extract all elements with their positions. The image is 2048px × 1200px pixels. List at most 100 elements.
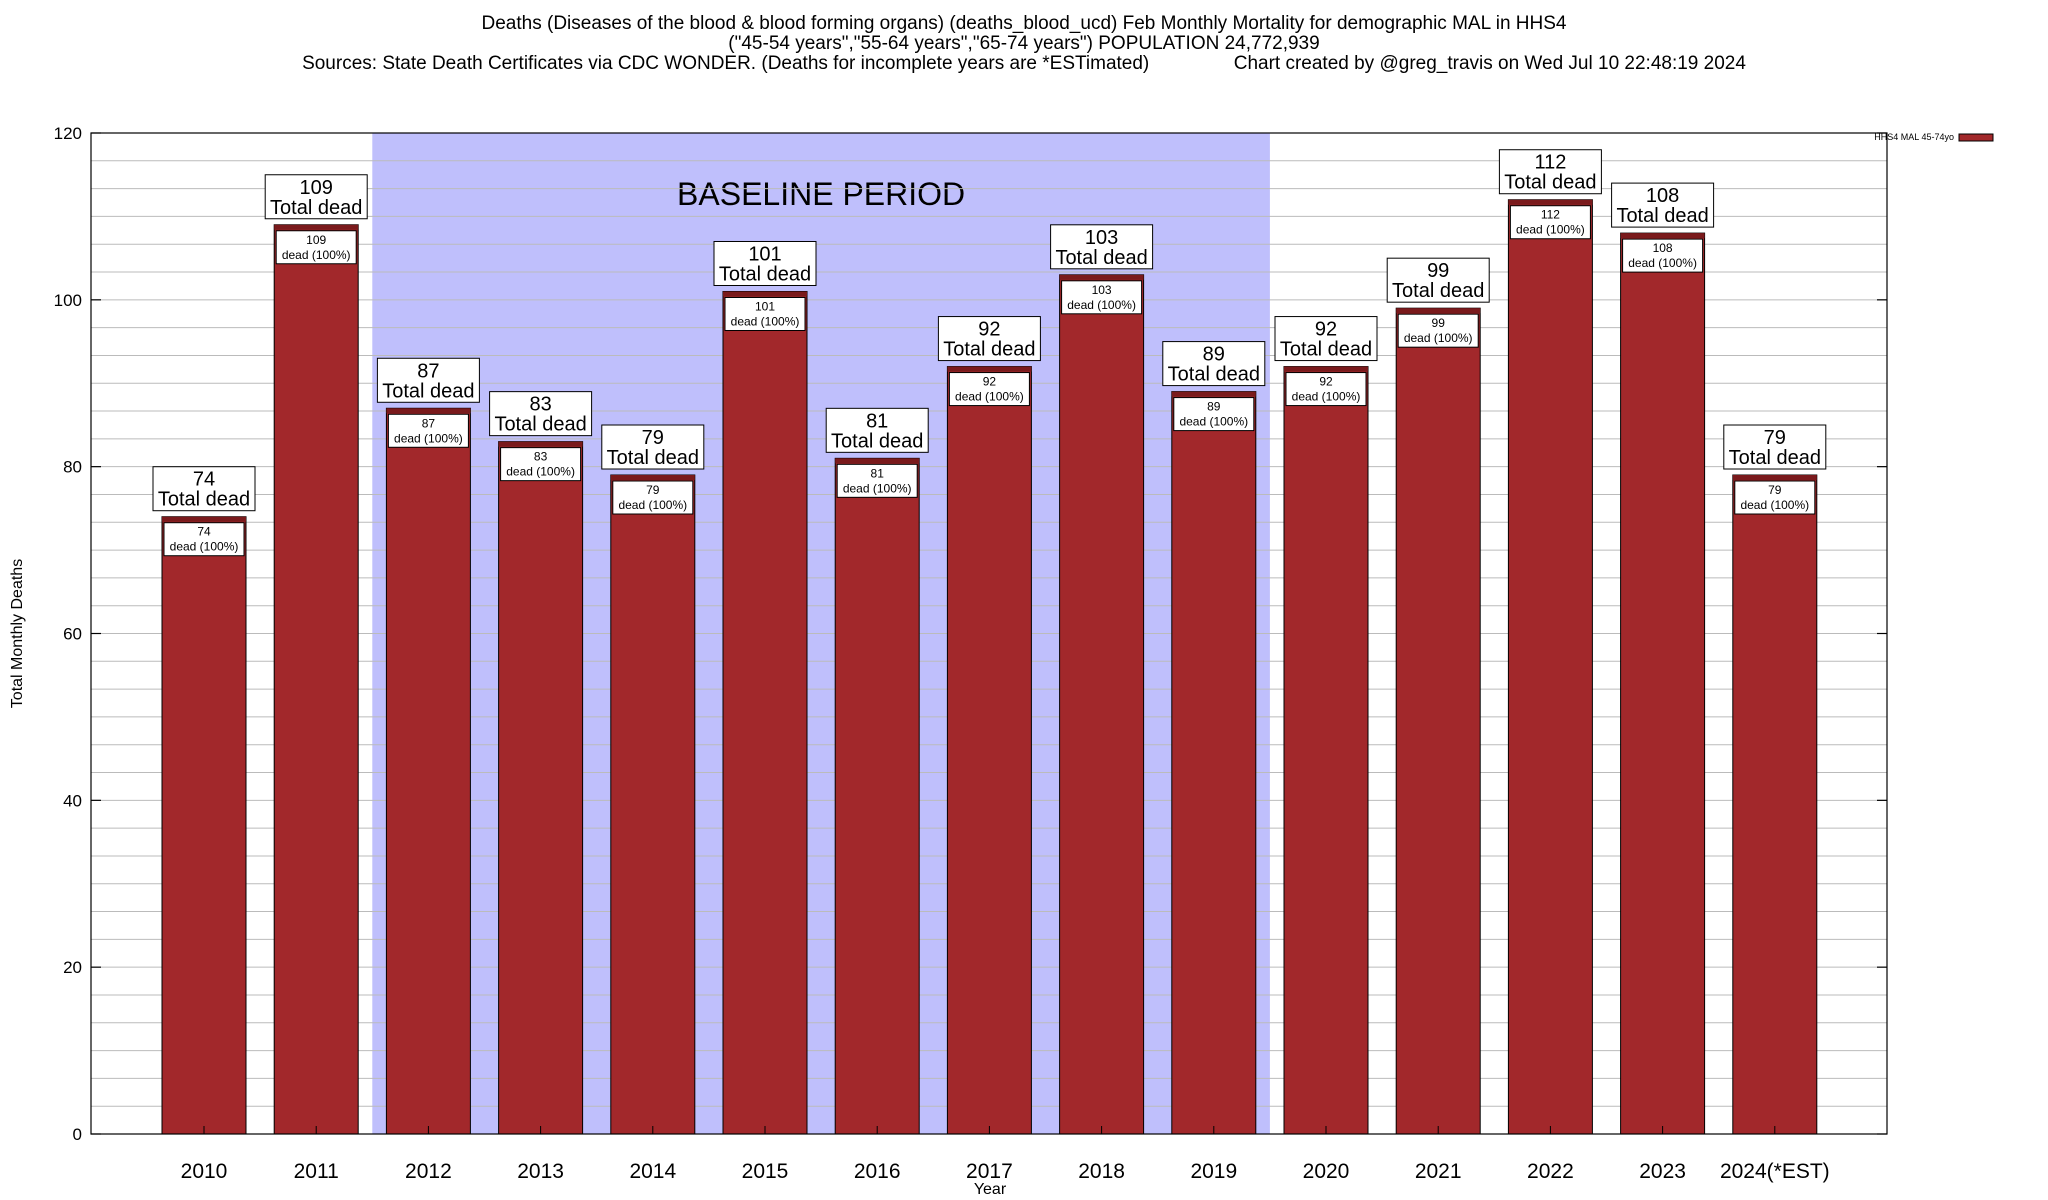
- bar-top-strip: [610, 475, 695, 481]
- inner-label-box: [948, 372, 1030, 407]
- inner-label-value: 79: [646, 483, 660, 497]
- bar: [385, 407, 471, 1135]
- total-label-text: Total dead: [1055, 247, 1147, 269]
- total-label-text: Total dead: [270, 197, 362, 219]
- title-line-2: ("45-54 years","55-64 years","65-74 year…: [728, 33, 1320, 54]
- x-tick-label: 2015: [742, 1160, 789, 1183]
- inner-label-pct: dead (100%): [1292, 390, 1361, 404]
- inner-label-pct: dead (100%): [506, 465, 575, 479]
- x-tick-label: 2019: [1190, 1160, 1237, 1183]
- x-tick-label: 2016: [854, 1160, 901, 1183]
- total-label-box: [937, 316, 1041, 362]
- inner-label-box: [163, 522, 245, 557]
- bars-layer: [161, 199, 1818, 1135]
- bar-top-strip: [947, 366, 1032, 372]
- bar: [161, 516, 247, 1135]
- inner-label-box: [275, 230, 357, 265]
- legend-label: HHS4 MAL 45-74yo: [1874, 132, 1954, 142]
- total-label-text: Total dead: [1168, 364, 1260, 386]
- bar: [1059, 274, 1145, 1135]
- inner-label-box: [836, 463, 918, 498]
- bar-top-strip: [1732, 475, 1817, 481]
- total-label-text: Total dead: [1729, 447, 1821, 469]
- inner-label-box: [1061, 280, 1143, 315]
- total-label-box: [376, 357, 480, 403]
- inner-label-pct: dead (100%): [282, 248, 351, 262]
- total-label-value: 79: [642, 427, 664, 449]
- total-label-value: 99: [1427, 260, 1449, 282]
- inner-label-box: [1173, 397, 1255, 432]
- bar: [946, 366, 1032, 1135]
- total-label-value: 81: [866, 410, 888, 432]
- bar: [1732, 474, 1818, 1135]
- inner-label-box: [500, 447, 582, 482]
- inner-label-value: 92: [1319, 375, 1333, 389]
- inner-label-box: [612, 480, 694, 515]
- total-label-box: [1162, 341, 1266, 387]
- inner-label-pct: dead (100%): [1516, 223, 1585, 237]
- total-label-box: [601, 424, 705, 470]
- bar-top-strip: [498, 441, 583, 447]
- baseline-label: BASELINE PERIOD: [677, 176, 965, 212]
- bar: [722, 290, 808, 1135]
- total-label-box: [1386, 257, 1490, 303]
- bar-top-strip: [1396, 308, 1481, 314]
- total-label-box: [1274, 316, 1378, 362]
- inner-label-value: 103: [1092, 283, 1112, 297]
- total-label-box: [713, 240, 817, 286]
- y-tick-label: 20: [63, 958, 82, 977]
- bar: [498, 441, 584, 1135]
- total-label-value: 89: [1203, 344, 1225, 366]
- inner-label-value: 87: [422, 416, 436, 430]
- total-label-text: Total dead: [943, 339, 1035, 361]
- bar: [610, 474, 696, 1135]
- total-label-box: [1050, 224, 1154, 270]
- inner-label-value: 92: [983, 375, 997, 389]
- inner-label-box: [724, 296, 806, 331]
- inner-label-pct: dead (100%): [1740, 498, 1809, 512]
- total-label-box: [489, 391, 593, 437]
- x-tick-label: 2024(*EST): [1720, 1160, 1830, 1183]
- total-label-value: 79: [1764, 427, 1786, 449]
- x-axis-title: Year: [974, 1181, 1007, 1198]
- inner-label-pct: dead (100%): [1067, 298, 1136, 312]
- inner-label-pct: dead (100%): [170, 540, 239, 554]
- inner-label-pct: dead (100%): [1404, 331, 1473, 345]
- inner-label-pct: dead (100%): [618, 498, 687, 512]
- bar-top-strip: [1059, 274, 1144, 280]
- legend-swatch: [1958, 133, 1994, 142]
- inner-label-pct: dead (100%): [731, 314, 800, 328]
- title-line-3: Sources: State Death Certificates via CD…: [302, 53, 1746, 74]
- bar: [1620, 232, 1706, 1135]
- x-tick-label: 2018: [1078, 1160, 1125, 1183]
- bar-top-strip: [386, 408, 471, 414]
- total-label-box: [1498, 149, 1602, 195]
- total-label-value: 112: [1534, 152, 1566, 174]
- total-label-value: 87: [417, 360, 439, 382]
- inner-label-value: 112: [1541, 208, 1560, 222]
- x-tick-label: 2020: [1303, 1160, 1350, 1183]
- total-label-box: [825, 407, 929, 453]
- total-label-value: 101: [748, 243, 781, 265]
- total-label-box: [1611, 182, 1715, 228]
- total-label-text: Total dead: [831, 430, 923, 452]
- bar-top-strip: [1171, 391, 1256, 397]
- x-tick-label: 2010: [181, 1160, 228, 1183]
- bar: [1283, 366, 1369, 1135]
- inner-label-pct: dead (100%): [394, 431, 463, 445]
- total-label-value: 92: [1315, 319, 1337, 341]
- bar-top-strip: [723, 291, 807, 297]
- title-line-1: Deaths (Diseases of the blood & blood fo…: [481, 13, 1567, 34]
- inner-label-value: 79: [1768, 483, 1782, 497]
- inner-label-pct: dead (100%): [1179, 415, 1248, 429]
- inner-label-value: 74: [197, 525, 211, 539]
- total-label-box: [264, 174, 368, 220]
- total-label-value: 103: [1085, 227, 1118, 249]
- inner-label-value: 81: [871, 466, 885, 480]
- inner-label-value: 101: [755, 299, 775, 313]
- y-axis-title: Total Monthly Deaths: [9, 559, 26, 708]
- x-tick-label: 2013: [517, 1160, 564, 1183]
- inner-label-box: [387, 413, 469, 448]
